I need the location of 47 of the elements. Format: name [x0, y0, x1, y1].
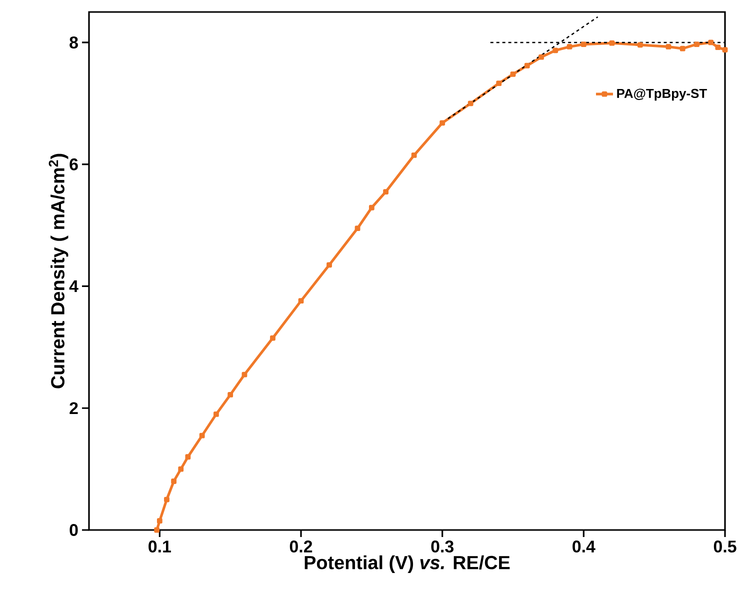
point [468, 100, 474, 106]
point [708, 40, 714, 46]
point [510, 71, 516, 77]
point [580, 42, 586, 47]
point [524, 62, 530, 68]
point [383, 189, 388, 194]
y-tick-label: 6 [70, 158, 78, 170]
point [694, 42, 700, 47]
point [199, 432, 205, 438]
point [440, 120, 446, 126]
point [354, 226, 360, 232]
point [228, 392, 234, 398]
y-axis-title: Current Density ( mA/cm$^{2}$) [48, 154, 68, 388]
point [680, 46, 686, 52]
point [566, 44, 572, 50]
point [666, 44, 672, 50]
point [171, 478, 176, 484]
point [609, 40, 615, 46]
point [214, 412, 219, 417]
point [326, 262, 332, 268]
point [298, 298, 304, 304]
point [538, 54, 544, 60]
point [185, 454, 191, 460]
point [722, 47, 728, 52]
x-tick-label: 0.1 [148, 540, 171, 553]
point [270, 335, 276, 341]
x-tick-label: 0.4 [572, 540, 596, 553]
point [552, 48, 558, 54]
x-tick-label: 0.5 [714, 540, 736, 553]
point [154, 527, 160, 533]
point [156, 518, 162, 524]
point [164, 496, 170, 502]
point [715, 44, 721, 50]
point [368, 204, 374, 210]
y-tick-label: 0 [70, 524, 78, 536]
legend-label: PA@TpBpy-ST [617, 88, 707, 101]
point [178, 466, 184, 472]
y-tick-label: 4 [69, 280, 78, 292]
y-tick-label: 2 [70, 402, 78, 414]
x-tick-label: 0.2 [290, 540, 312, 553]
point [411, 152, 417, 158]
y-tick-label: 8 [70, 36, 78, 48]
point [242, 372, 248, 378]
x-axis-title: Potential (V) vs. RE/CE [304, 555, 510, 574]
point [496, 80, 502, 86]
x-tick-label: 0.3 [431, 540, 454, 553]
point [638, 42, 643, 48]
